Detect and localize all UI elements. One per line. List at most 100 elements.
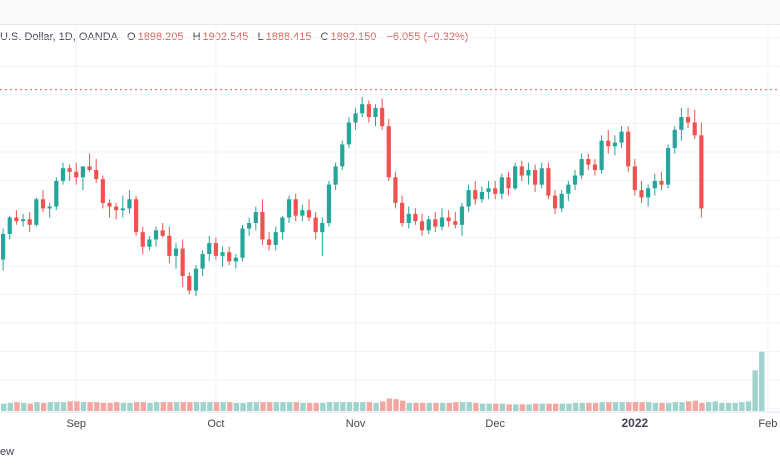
volume-bar (606, 402, 612, 411)
candle-body (173, 248, 179, 256)
volume-bar (519, 404, 526, 411)
symbol-name[interactable]: U.S. Dollar, 1D, OANDA (0, 31, 118, 43)
candle-body (393, 177, 398, 203)
candle-body (227, 252, 232, 262)
volume-bar (360, 402, 366, 411)
candle-body (533, 170, 538, 185)
candle-body (473, 190, 478, 200)
candle-body (127, 199, 132, 209)
candle-body (366, 104, 371, 118)
volume-bar (406, 402, 413, 411)
footer-link[interactable]: ew (0, 446, 15, 458)
candle (592, 159, 598, 176)
volume-bar (313, 402, 319, 411)
volume-bar (592, 402, 599, 411)
candlestick-chart[interactable]: Sep Oct Nov Dec 2022 Feb (0, 24, 780, 444)
candle-body (513, 166, 518, 189)
candle-body (200, 254, 205, 269)
candle (173, 243, 179, 269)
volume-bar (692, 400, 698, 411)
volume-bar (300, 402, 306, 411)
candle-body (406, 213, 411, 223)
candle-body (353, 113, 358, 123)
volume-bar (173, 402, 180, 411)
volume-bar (386, 398, 393, 411)
candle (273, 226, 278, 251)
volume-bar (419, 402, 426, 411)
candle-body (599, 140, 604, 171)
candle-body (286, 199, 292, 218)
volume-bar (340, 402, 346, 411)
low-label: L (257, 31, 264, 43)
volume-bar (193, 402, 200, 411)
volume-bar (220, 402, 226, 411)
candle (326, 180, 332, 227)
candle-body (167, 235, 172, 256)
change-value: −6.055 (−0.32%) (386, 31, 469, 43)
candle-body (539, 168, 544, 185)
volume-bar (486, 403, 492, 411)
candle (34, 197, 39, 227)
volume-bar (134, 402, 140, 411)
candle (546, 162, 551, 200)
volume-bar (140, 402, 147, 411)
volume-bar (286, 402, 293, 411)
candle-body (652, 180, 657, 189)
candle (479, 186, 484, 203)
volume-bar (652, 402, 659, 411)
volume-bar (34, 402, 40, 411)
volume-bar (626, 402, 632, 411)
candle-body (546, 168, 551, 196)
candle-body (666, 148, 671, 185)
candle (426, 215, 431, 234)
candle-body (373, 107, 378, 118)
volume-series (1, 351, 765, 411)
candle (400, 195, 405, 227)
candle (679, 107, 684, 141)
candle (340, 140, 345, 171)
x-tick-label: Oct (207, 418, 224, 430)
candle-body (147, 239, 152, 247)
volume-bar (227, 402, 233, 411)
candle-body (94, 170, 99, 180)
volume-bar (473, 402, 479, 411)
candle (493, 180, 498, 200)
candle (572, 170, 578, 191)
volume-bar (453, 402, 459, 411)
candle-body (267, 239, 272, 245)
candle-body (233, 257, 238, 262)
candle-body (446, 217, 451, 222)
candle (453, 212, 458, 229)
candle (612, 135, 617, 156)
candle (187, 272, 192, 295)
candle-body (453, 221, 458, 225)
candle-body (20, 219, 26, 222)
candle (519, 160, 524, 181)
candle (54, 177, 59, 211)
candle-body (340, 144, 345, 167)
candle-body (459, 206, 465, 225)
candle (486, 180, 491, 200)
candle (87, 153, 92, 172)
candle (506, 171, 511, 196)
candle (67, 164, 72, 181)
volume-bar (7, 402, 14, 411)
volume-bar (253, 402, 260, 411)
candle-body (54, 180, 59, 207)
candle (213, 237, 218, 260)
candle (353, 107, 358, 130)
candle-body (247, 222, 252, 229)
candle-body (612, 142, 617, 147)
volume-bar (20, 402, 27, 411)
candle-body (586, 159, 591, 165)
candle-body (7, 217, 12, 234)
volume-bar (240, 402, 246, 411)
candle-body (153, 230, 159, 240)
candle (120, 195, 125, 218)
candle-body (572, 175, 578, 185)
volume-bar (380, 401, 386, 411)
candle (666, 144, 671, 189)
high-label: H (192, 31, 201, 43)
candle (632, 159, 637, 196)
low-value: 1888.415 (265, 31, 312, 43)
